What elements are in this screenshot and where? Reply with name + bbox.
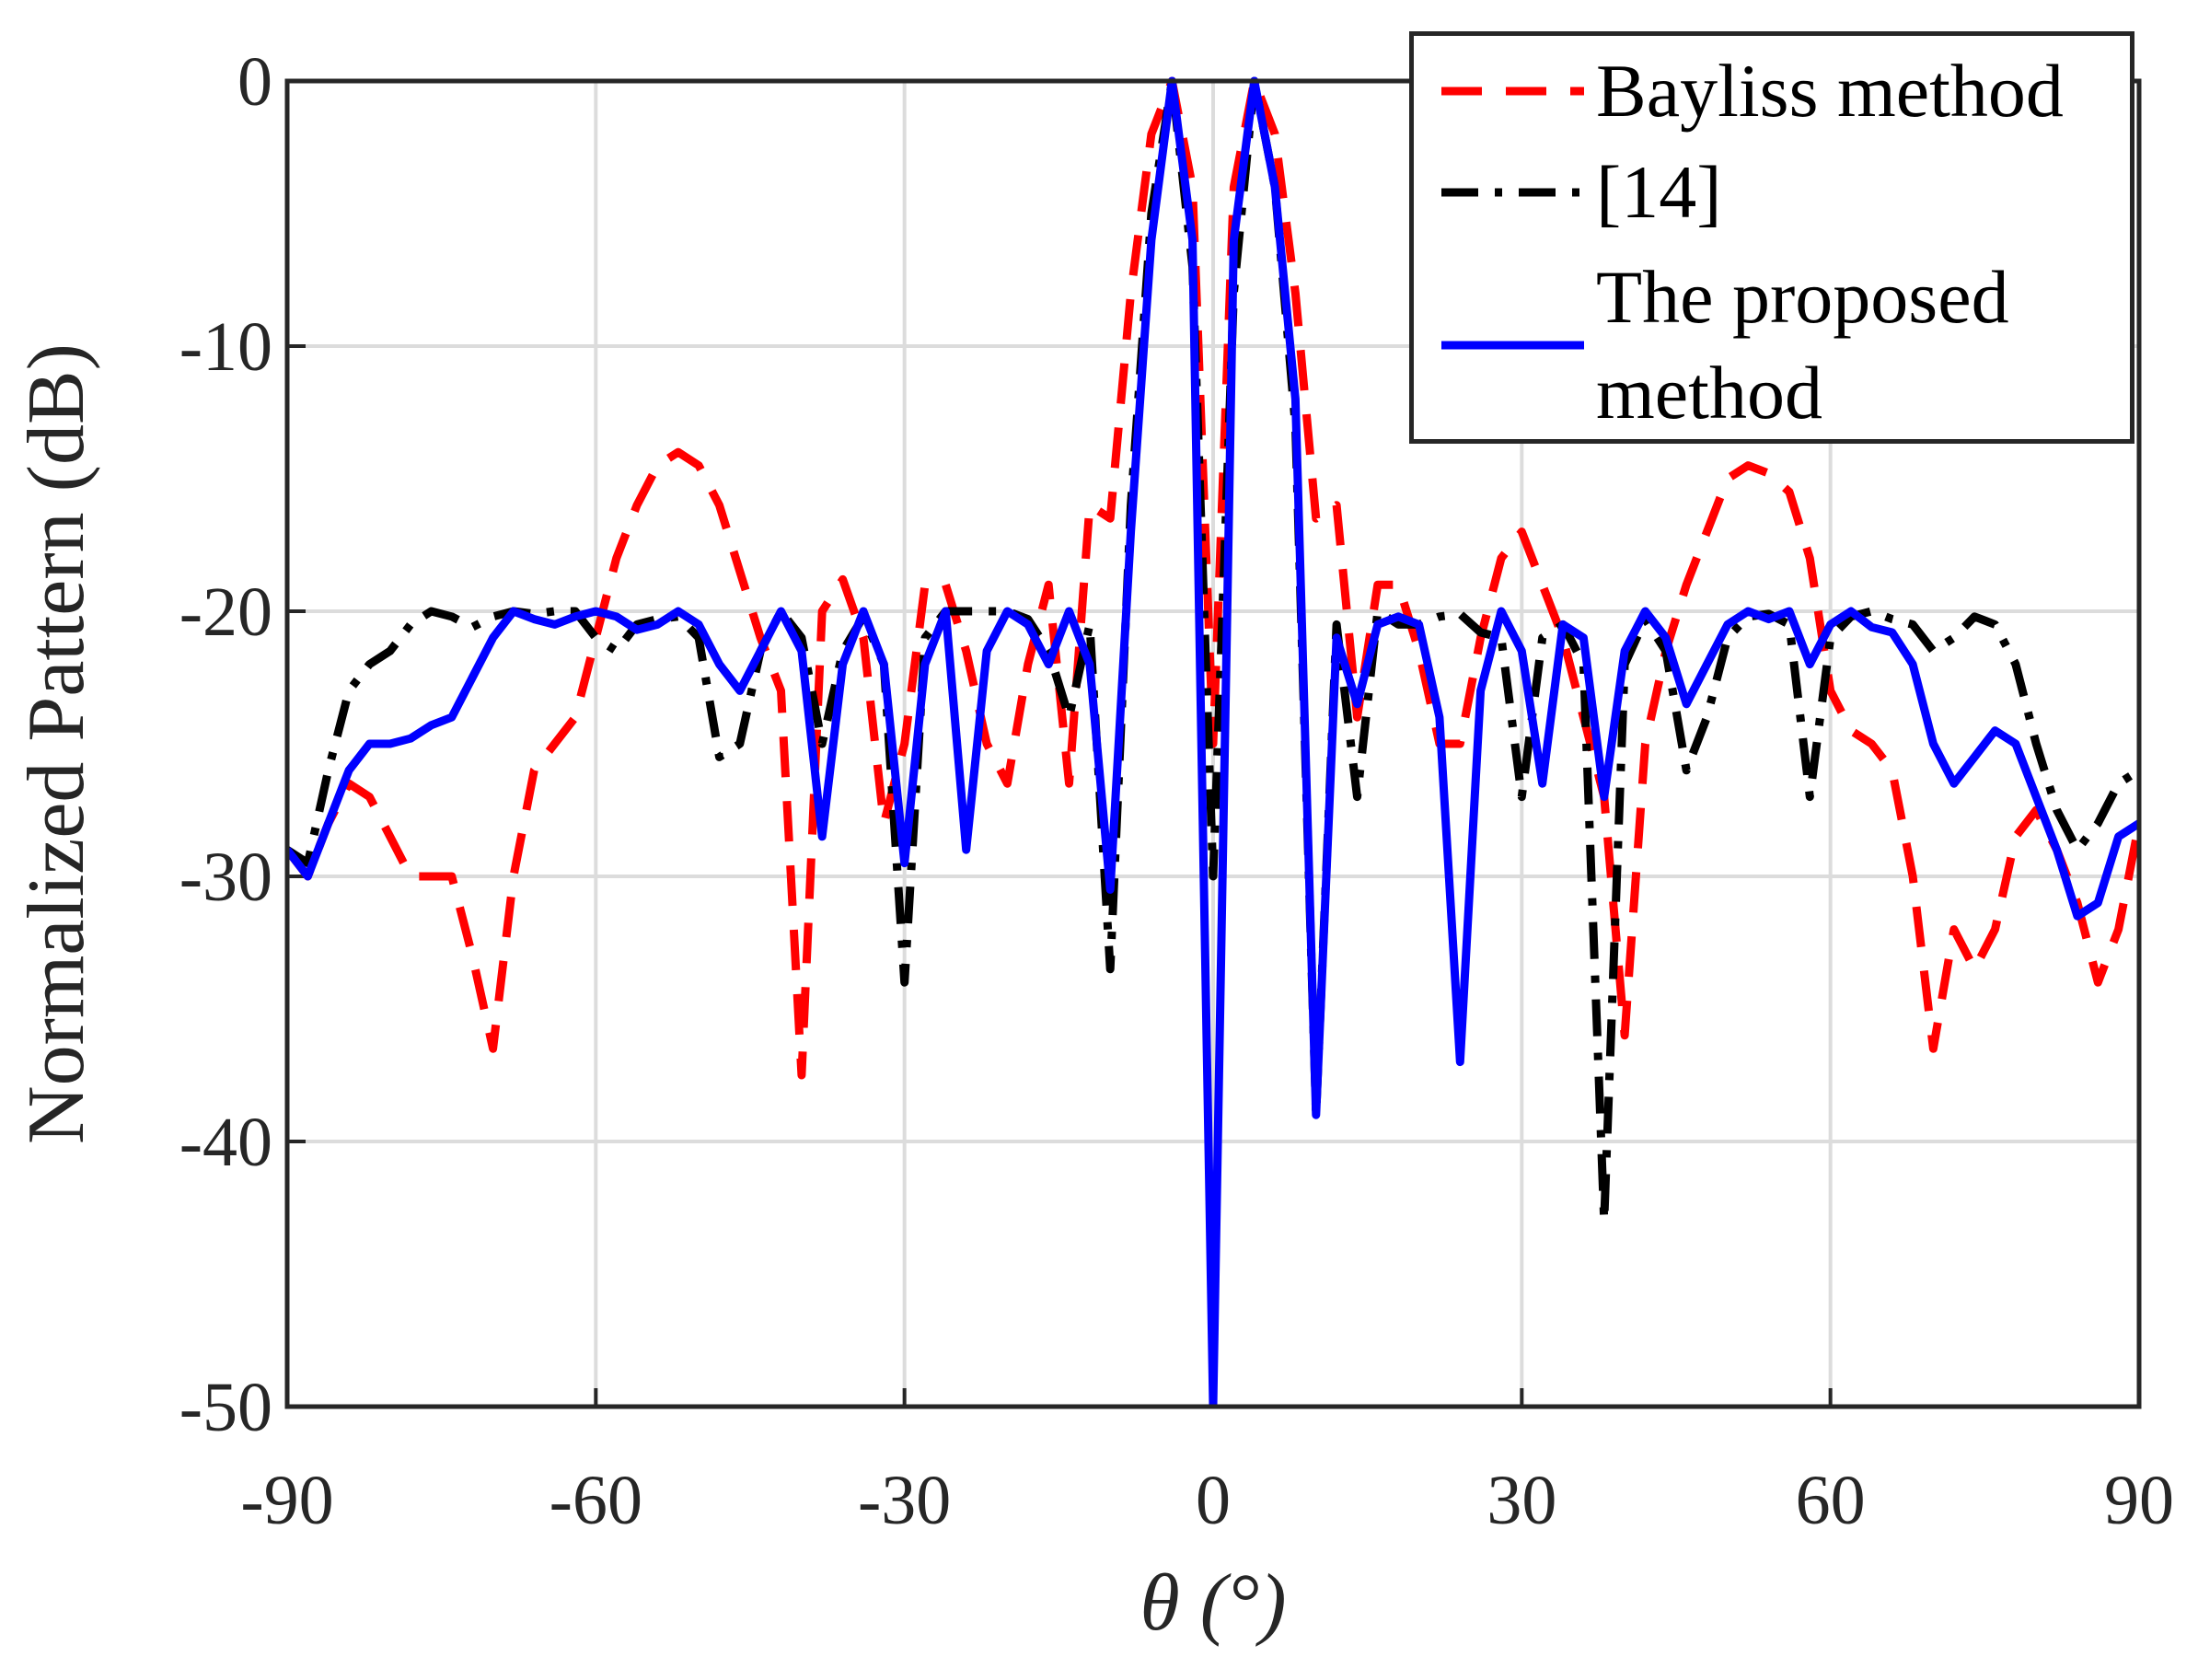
x-axis-label: θ (°) [1139,1558,1286,1648]
legend-swatch [1441,188,1584,197]
legend-label: [14] [1596,150,1722,234]
y-axis-label: Normalized Pattern (dB) [12,343,101,1144]
y-tick-label: -40 [179,1104,272,1181]
x-tick-label: 30 [1487,1462,1556,1539]
axes-frame [284,78,2142,1409]
y-tick-label: -50 [179,1369,272,1446]
x-tick-label: -60 [550,1462,642,1539]
series-line [287,76,2139,1080]
legend-entry: [14] [1414,145,2130,237]
legend-swatch [1441,341,1584,350]
x-tick-label: -30 [858,1462,951,1539]
legend-entry: Bayliss method [1414,43,2130,135]
legend-label: Bayliss method [1596,49,2064,133]
x-tick-label: -90 [240,1462,333,1539]
legend-entry: The proposed method [1414,249,2130,434]
legend: Bayliss method [14] The proposed method [1409,31,2134,444]
legend-swatch [1441,87,1584,96]
x-tick-label: 0 [1196,1462,1231,1539]
y-tick-label: 0 [237,43,272,121]
series-line [287,76,2139,1407]
y-tick-label: -30 [179,839,272,916]
x-tick-label: 60 [1796,1462,1866,1539]
y-tick-label: -20 [179,574,272,651]
x-tick-label: 90 [2104,1462,2174,1539]
series-line [287,76,2139,1225]
y-tick-label: -10 [179,308,272,386]
legend-label: The proposed method [1596,255,2009,434]
